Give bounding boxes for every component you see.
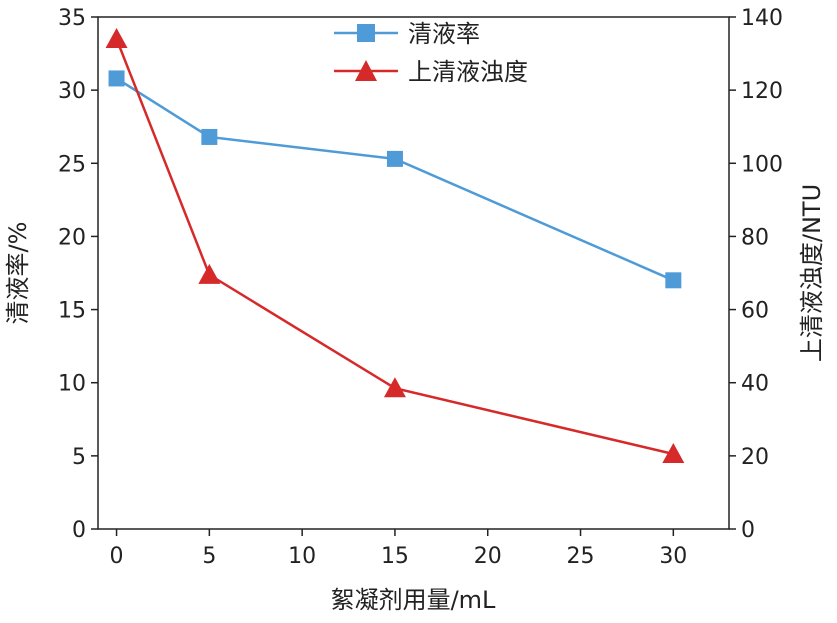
series-line-1 [115,77,674,282]
y-right-tick-label: 0 [741,518,755,543]
plot-frame [97,16,730,530]
legend: 清液率 上清液浊度 [334,20,528,86]
y-left-tick-label: 0 [72,518,86,543]
y-left-tick-label: 30 [58,79,86,104]
data-point-square [201,128,218,145]
data-point-triangle [383,377,406,398]
y-right-tick-label: 120 [741,79,783,104]
y-right-tick-label: 100 [741,152,783,177]
y-right-tick-label: 40 [741,372,769,397]
x-tick-label: 10 [288,544,316,569]
y-left-tick-label: 25 [58,152,86,177]
series-layer [105,27,685,464]
y-left-tick-label: 10 [58,372,86,397]
data-point-triangle [198,263,221,284]
data-point-square [386,150,403,167]
x-tick-label: 5 [202,544,216,569]
legend-marker-triangle [355,60,377,81]
x-tick-label: 30 [659,544,687,569]
y-right-tick-label: 80 [741,225,769,250]
x-tick-label: 25 [567,544,595,569]
axis-ticks: 0 5 10 15 20 25 30 0 5 10 15 20 25 30 35 0 20 40 60 80 100 12… [58,6,783,569]
data-point-triangle [105,27,128,48]
legend-marker-square [357,24,375,42]
y-left-axis-title: 清液率/% [4,222,32,325]
y-left-tick-label: 20 [58,225,86,250]
legend-label-series-1: 清液率 [408,20,480,48]
data-point-square [108,70,125,87]
legend-label-series-2: 上清液浊度 [408,58,528,86]
y-left-tick-label: 15 [58,299,86,324]
x-tick-label: 15 [381,544,409,569]
x-axis-title: 絮凝剂用量/mL [331,586,496,614]
y-right-tick-label: 20 [741,445,769,470]
y-right-tick-label: 60 [741,299,769,324]
series-line-2 [115,38,674,456]
y-right-tick-label: 140 [741,6,783,31]
data-point-triangle [662,443,685,464]
y-left-tick-label: 35 [58,6,86,31]
y-left-tick-label: 5 [72,445,86,470]
y-right-axis-title: 上清液浊度/NTU [798,184,826,362]
x-tick-label: 20 [474,544,502,569]
x-tick-label: 0 [110,544,124,569]
data-point-square [665,272,682,289]
